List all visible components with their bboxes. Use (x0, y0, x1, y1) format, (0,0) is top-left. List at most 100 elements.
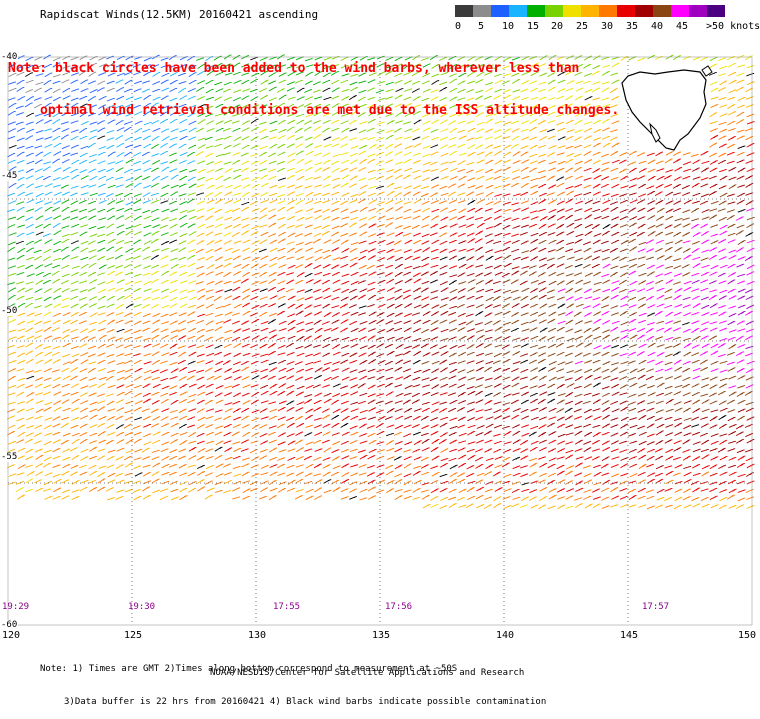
wind-barb (187, 311, 196, 317)
wind-barb (538, 473, 547, 477)
wind-barb (564, 65, 573, 69)
wind-barb (133, 376, 142, 381)
wind-barb (530, 367, 539, 372)
wind-barb (26, 375, 35, 380)
wind-barb (726, 494, 735, 500)
wind-barb (610, 464, 619, 468)
wind-barb (538, 192, 547, 197)
wind-barb (16, 86, 25, 92)
wind-barb (107, 238, 116, 244)
wind-barb (735, 335, 744, 341)
wind-barb (322, 384, 330, 388)
wind-barb (268, 160, 277, 165)
wind-barb (637, 303, 646, 309)
wind-barb (610, 72, 618, 76)
wind-barb (511, 266, 520, 270)
wind-barb (439, 473, 448, 478)
wind-barb (718, 400, 727, 405)
wind-barb (655, 376, 664, 381)
wind-barb (483, 216, 492, 222)
wind-barb (710, 201, 719, 205)
wind-barb (224, 311, 233, 316)
wind-barb (296, 328, 305, 333)
wind-barb (501, 80, 510, 85)
wind-barb (475, 272, 484, 277)
wind-barb (16, 272, 25, 276)
wind-barb (367, 97, 376, 101)
wind-barb (646, 478, 655, 484)
wind-barb (620, 473, 628, 477)
wind-barb (592, 239, 601, 245)
wind-barb (296, 175, 305, 181)
wind-barb (124, 360, 132, 365)
wind-barb (214, 280, 223, 285)
wind-barb (565, 470, 574, 476)
wind-barb (511, 319, 520, 325)
wind-barb (584, 89, 593, 94)
wind-barb (386, 312, 395, 318)
wind-barb (223, 423, 232, 429)
wind-barb (439, 248, 448, 254)
wind-barb (231, 431, 240, 437)
wind-barb (377, 97, 386, 101)
wind-barb (322, 457, 331, 461)
wind-barb (260, 353, 268, 357)
wind-barb (475, 295, 484, 300)
wind-barb (349, 456, 358, 460)
wind-barb (555, 342, 564, 348)
wind-barb (78, 297, 87, 301)
wind-barb (35, 279, 44, 285)
wind-barb (106, 329, 115, 333)
wind-barb (349, 377, 358, 381)
wind-barb (466, 97, 475, 101)
wind-barb (629, 216, 638, 221)
wind-barb (178, 215, 187, 220)
wind-barb (332, 351, 341, 356)
wind-barb (556, 384, 565, 389)
wind-barb (457, 88, 466, 94)
wind-barb (107, 270, 116, 276)
wind-barb (674, 422, 683, 428)
wind-barb (719, 104, 728, 108)
lat-label: -45 (0, 171, 19, 181)
wind-barb (160, 79, 169, 85)
wind-barb (88, 249, 97, 253)
wind-barb (376, 441, 385, 445)
wind-barb (323, 295, 332, 300)
wind-barb (143, 122, 152, 126)
wind-barb (224, 392, 232, 397)
wind-barb (611, 142, 620, 148)
wind-barb (736, 392, 745, 397)
wind-barb (250, 126, 259, 132)
wind-barb (161, 184, 170, 190)
wind-barb (483, 430, 492, 436)
wind-barb (385, 151, 394, 157)
wind-barb (177, 328, 186, 333)
wind-barb (116, 96, 125, 101)
wind-barb (413, 104, 421, 108)
wind-barb (484, 71, 493, 76)
wind-barb (331, 449, 340, 454)
wind-barb (277, 217, 286, 221)
wind-barbs (6, 54, 755, 510)
wind-barb (331, 80, 340, 85)
wind-barb (170, 128, 179, 133)
wind-barb (745, 328, 754, 333)
wind-barb (368, 199, 377, 205)
wind-barb (115, 79, 124, 84)
wind-barb (529, 319, 537, 324)
wind-barb (80, 185, 89, 189)
wind-barb (538, 504, 547, 510)
wind-barb (628, 184, 637, 189)
wind-barb (16, 201, 25, 205)
wind-barb (384, 400, 393, 405)
wind-barb (188, 487, 196, 493)
wind-barb (530, 201, 539, 206)
wind-barb (97, 383, 106, 388)
wind-barb (332, 257, 341, 261)
wind-barb (484, 104, 493, 108)
wind-barb (673, 440, 682, 445)
wind-barb (494, 135, 503, 140)
wind-barb (493, 392, 501, 397)
wind-barb (683, 199, 692, 205)
